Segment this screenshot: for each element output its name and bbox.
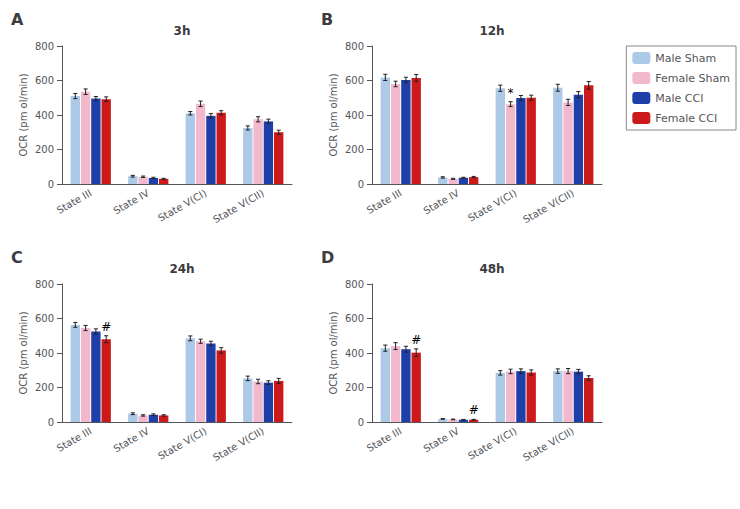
svg-text:OCR (pm ol/min): OCR (pm ol/min) [328,73,339,156]
svg-text:State V(CII): State V(CII) [211,425,266,463]
svg-text:State V(CII): State V(CII) [521,187,576,225]
svg-text:24h: 24h [169,262,194,276]
svg-text:600: 600 [35,313,54,324]
svg-text:200: 200 [345,144,364,155]
svg-text:400: 400 [35,110,54,121]
svg-text:D: D [321,248,334,267]
svg-text:B: B [321,10,333,29]
svg-text:0: 0 [358,417,364,428]
svg-text:State V(CII): State V(CII) [521,425,576,463]
svg-text:State III: State III [55,425,94,454]
svg-text:State IV: State IV [421,187,461,216]
svg-text:State IV: State IV [111,425,151,454]
svg-text:600: 600 [345,75,364,86]
svg-text:400: 400 [345,348,364,359]
svg-text:Male CCI: Male CCI [655,92,703,105]
svg-text:State III: State III [55,187,94,216]
svg-text:200: 200 [35,144,54,155]
svg-text:State IV: State IV [111,187,151,216]
svg-text:OCR (pm ol/min): OCR (pm ol/min) [18,73,29,156]
svg-text:200: 200 [35,382,54,393]
svg-text:0: 0 [48,417,54,428]
svg-text:3h: 3h [174,24,191,38]
svg-text:State V(CII): State V(CII) [211,187,266,225]
svg-text:State V(CI): State V(CI) [466,425,518,462]
svg-text:#: # [469,403,479,417]
svg-text:#: # [101,320,111,334]
svg-text:48h: 48h [479,262,504,276]
svg-text:Female CCI: Female CCI [655,112,717,125]
svg-text:A: A [11,10,24,29]
svg-text:State V(CI): State V(CI) [156,425,208,462]
svg-text:800: 800 [35,279,54,290]
svg-text:OCR (pm ol/min): OCR (pm ol/min) [328,311,339,394]
svg-text:State III: State III [365,425,404,454]
svg-text:State V(CI): State V(CI) [466,187,518,224]
svg-text:0: 0 [358,179,364,190]
svg-text:C: C [11,248,23,267]
svg-text:600: 600 [345,313,364,324]
svg-text:State V(CI): State V(CI) [156,187,208,224]
svg-text:800: 800 [35,41,54,52]
svg-text:0: 0 [48,179,54,190]
svg-text:State IV: State IV [421,425,461,454]
svg-text:200: 200 [345,382,364,393]
svg-text:OCR (pm ol/min): OCR (pm ol/min) [18,311,29,394]
svg-text:12h: 12h [479,24,504,38]
svg-text:Male Sham: Male Sham [655,52,716,65]
svg-text:400: 400 [35,348,54,359]
svg-text:Female Sham: Female Sham [655,72,730,85]
svg-text:400: 400 [345,110,364,121]
svg-text:*: * [508,86,514,100]
svg-text:#: # [411,333,421,347]
svg-text:600: 600 [35,75,54,86]
svg-text:State III: State III [365,187,404,216]
svg-text:800: 800 [345,279,364,290]
svg-text:800: 800 [345,41,364,52]
